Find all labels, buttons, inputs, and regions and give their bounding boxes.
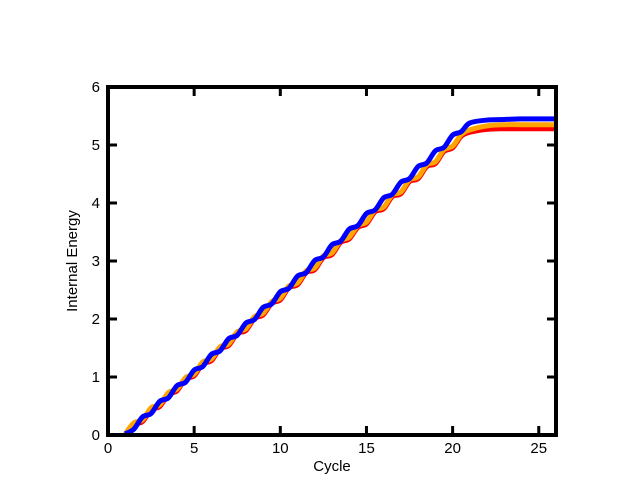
x-tick-label: 0	[104, 440, 112, 457]
y-tick-label: 2	[92, 311, 100, 328]
series-line	[123, 122, 556, 436]
y-tick-label: 6	[92, 79, 100, 96]
x-tick-label: 25	[530, 440, 547, 457]
series-line	[123, 126, 556, 437]
x-tick-label: 20	[444, 440, 461, 457]
y-tick-label: 1	[92, 369, 100, 386]
x-tick-label: 5	[190, 440, 198, 457]
y-tick-label: 0	[92, 427, 100, 444]
y-tick-label: 4	[92, 195, 100, 212]
x-axis-label: Cycle	[313, 458, 351, 475]
y-axis-label: Internal Energy	[64, 210, 81, 312]
plot-frame	[106, 85, 558, 437]
x-tick-label: 10	[272, 440, 289, 457]
y-tick-label: 5	[92, 137, 100, 154]
y-tick-label: 3	[92, 253, 100, 270]
x-tick-label: 15	[358, 440, 375, 457]
series-line	[124, 116, 556, 437]
